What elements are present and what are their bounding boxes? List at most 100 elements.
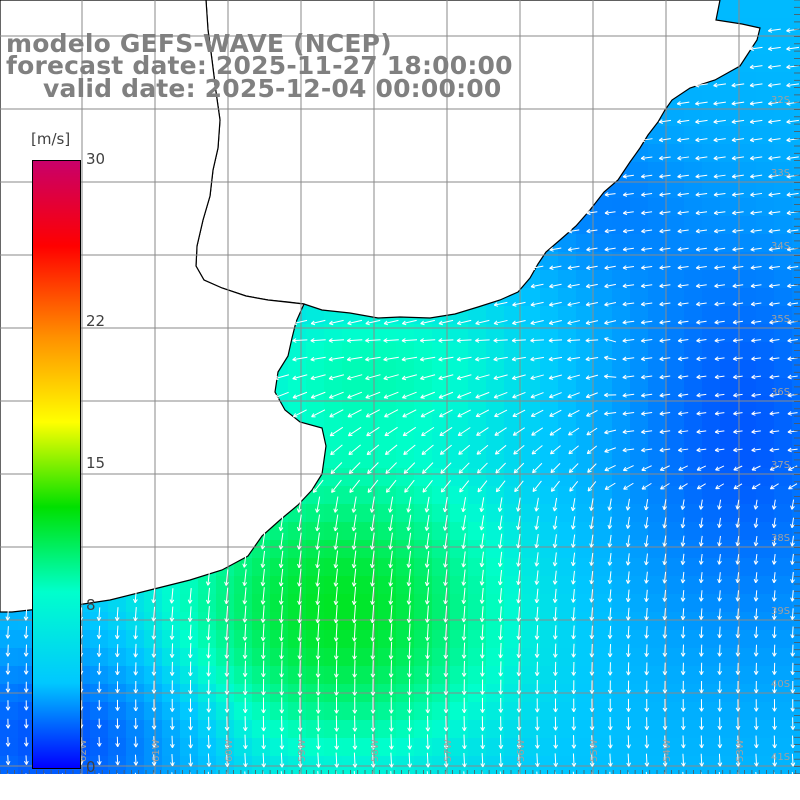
field-cell <box>738 720 757 739</box>
field-cell <box>522 522 541 541</box>
field-cell <box>396 414 415 433</box>
longitude-label: 53W <box>735 739 746 762</box>
wind-arrow <box>695 174 708 179</box>
field-cell <box>306 666 325 685</box>
field-cell <box>576 486 595 505</box>
field-cell <box>630 504 649 523</box>
field-cell <box>504 756 523 775</box>
field-cell <box>396 576 415 595</box>
wind-arrow <box>659 228 671 234</box>
field-cell <box>576 450 595 469</box>
field-cell <box>720 360 739 379</box>
field-cell <box>648 486 667 505</box>
field-cell <box>324 324 343 343</box>
field-cell <box>612 522 631 541</box>
field-cell <box>648 324 667 343</box>
wind-arrow <box>714 356 725 362</box>
wind-arrow <box>604 301 617 307</box>
field-cell <box>774 18 793 37</box>
wind-arrow <box>511 356 526 362</box>
field-cell <box>774 468 793 487</box>
field-cell <box>306 576 325 595</box>
field-cell <box>612 432 631 451</box>
field-cell <box>774 0 793 19</box>
field-cell <box>504 594 523 613</box>
field-cell <box>648 666 667 685</box>
longitude-label: 58W <box>370 739 381 762</box>
field-cell <box>162 720 181 739</box>
field-cell <box>792 306 800 325</box>
wind-arrow <box>274 391 289 399</box>
longitude-label: 55W <box>589 739 600 762</box>
field-cell <box>378 630 397 649</box>
field-cell <box>450 576 469 595</box>
field-cell <box>18 612 37 631</box>
field-cell <box>432 540 451 559</box>
wind-arrow <box>751 338 762 343</box>
field-cell <box>108 648 127 667</box>
field-cell <box>774 216 793 235</box>
field-cell <box>522 360 541 379</box>
field-cell <box>522 288 541 307</box>
field-cell <box>522 558 541 577</box>
field-cell <box>522 576 541 595</box>
field-cell <box>306 558 325 577</box>
field-cell <box>738 540 757 559</box>
latitude-label: 41S <box>771 752 790 763</box>
field-cell <box>666 432 685 451</box>
field-cell <box>666 162 685 181</box>
field-cell <box>576 360 595 379</box>
field-cell <box>720 414 739 433</box>
wind-arrow <box>677 338 689 343</box>
field-cell <box>738 198 757 217</box>
field-cell <box>450 468 469 487</box>
field-cell <box>648 306 667 325</box>
wind-arrow <box>696 356 707 362</box>
field-cell <box>792 540 800 559</box>
field-cell <box>702 612 721 631</box>
wind-arrow <box>731 82 745 88</box>
wind-arrow <box>695 228 708 234</box>
field-cell <box>666 756 685 775</box>
field-cell <box>684 414 703 433</box>
field-cell <box>360 558 379 577</box>
field-cell <box>684 432 703 451</box>
field-cell <box>684 198 703 217</box>
field-cell <box>324 378 343 397</box>
field-cell <box>594 702 613 721</box>
field-cell <box>540 450 559 469</box>
field-cell <box>234 738 253 757</box>
field-cell <box>594 666 613 685</box>
field-cell <box>720 576 739 595</box>
field-cell <box>702 540 721 559</box>
field-cell <box>450 648 469 667</box>
field-cell <box>540 342 559 361</box>
field-cell <box>702 522 721 541</box>
field-cell <box>702 450 721 469</box>
field-cell <box>288 756 307 775</box>
wind-arrow <box>714 301 725 307</box>
wind-arrow <box>732 301 744 307</box>
field-cell <box>720 504 739 523</box>
field-cell <box>720 468 739 487</box>
field-cell <box>504 324 523 343</box>
field-cell <box>486 648 505 667</box>
wind-arrow <box>438 319 454 326</box>
field-cell <box>468 594 487 613</box>
longitude-label: 57W <box>443 739 454 762</box>
field-cell <box>288 666 307 685</box>
colorbar <box>32 160 81 769</box>
wind-arrow <box>530 356 545 362</box>
wind-arrow <box>512 301 526 307</box>
field-cell <box>432 666 451 685</box>
wind-arrow <box>548 374 562 380</box>
field-cell <box>756 504 775 523</box>
field-cell <box>486 396 505 415</box>
field-cell <box>702 738 721 757</box>
field-cell <box>576 702 595 721</box>
field-cell <box>486 432 505 451</box>
field-cell <box>180 756 199 775</box>
wind-arrow <box>768 228 781 234</box>
wind-arrow <box>530 283 544 289</box>
field-cell <box>360 648 379 667</box>
